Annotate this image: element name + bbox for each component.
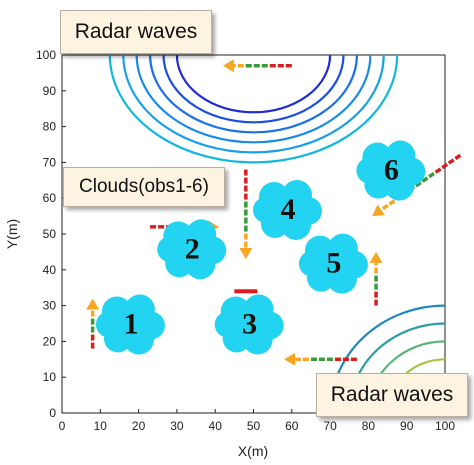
cloud-id-label: 4 xyxy=(280,193,295,226)
x-tick-label: 20 xyxy=(132,419,146,433)
radar-waves-label-top: Radar waves xyxy=(60,10,212,54)
y-tick-label: 80 xyxy=(43,120,57,134)
x-tick-label: 10 xyxy=(94,419,108,433)
x-tick-label: 60 xyxy=(285,419,299,433)
x-tick-label: 80 xyxy=(362,419,376,433)
x-tick-label: 30 xyxy=(170,419,184,433)
arrow-head xyxy=(86,298,100,310)
arrow-obs1-up xyxy=(86,298,100,349)
cloud-obstacle: 4 xyxy=(252,179,322,240)
arrow-dash xyxy=(447,158,455,165)
x-axis-title: X(m) xyxy=(238,443,268,459)
y-tick-label: 30 xyxy=(43,299,57,313)
y-tick-label: 10 xyxy=(43,370,57,384)
cloud-lobe xyxy=(110,303,151,344)
radar-waves-label-bottom: Radar waves xyxy=(316,373,468,417)
arrow-dash xyxy=(428,171,435,179)
y-axis-title: Y(m) xyxy=(4,219,20,249)
y-tick-label: 100 xyxy=(36,48,56,62)
cloud-obstacle: 6 xyxy=(356,140,426,201)
arrow-dash xyxy=(441,162,449,170)
cloud-id-label: 3 xyxy=(242,308,257,341)
radar-arc-top xyxy=(175,54,332,114)
radar-arc-top xyxy=(108,54,399,164)
arrow-head xyxy=(369,251,383,263)
y-tick-label: 0 xyxy=(49,406,56,420)
arrow-radar-bottom-left xyxy=(284,352,357,366)
arrow-dash xyxy=(454,153,462,161)
x-tick-label: 100 xyxy=(435,419,455,433)
cloud-id-label: 6 xyxy=(384,154,399,187)
radar-arc-top xyxy=(148,54,359,134)
arrow-dash xyxy=(388,199,396,206)
arrow-dash xyxy=(414,181,422,188)
cloud-lobe xyxy=(371,149,412,190)
arrow-head xyxy=(239,248,253,260)
radar-arc-top xyxy=(162,54,345,124)
y-tick-label: 90 xyxy=(43,84,57,98)
arrow-dash xyxy=(434,167,442,174)
cloud-lobe xyxy=(313,242,354,283)
cloud-lobe xyxy=(172,228,213,269)
plot-frame xyxy=(61,54,446,414)
cloud-obstacle: 2 xyxy=(157,219,227,280)
red-bar-marker xyxy=(234,289,258,294)
x-tick-label: 90 xyxy=(400,419,414,433)
axis-ticks: 0 10 20 30 40 50 60 70 80 90 100 0 10 20 30 40 50 60 70 80 9… xyxy=(36,48,455,433)
cloud-id-label: 5 xyxy=(326,247,341,280)
arrow-dash xyxy=(421,176,429,183)
x-tick-label: 0 xyxy=(59,419,66,433)
arrow-obs4-down xyxy=(239,169,253,260)
cloud-id-label: 2 xyxy=(185,232,200,265)
y-tick-label: 20 xyxy=(43,334,57,348)
cloud-lobe xyxy=(229,303,270,344)
cloud-lobe xyxy=(267,188,308,229)
y-tick-label: 40 xyxy=(43,263,57,277)
arrow-radar-top-left xyxy=(222,59,292,73)
arrow-head xyxy=(222,59,234,73)
arrow-obs5-up xyxy=(369,251,383,306)
y-tick-label: 60 xyxy=(43,191,57,205)
cloud-id-label: 1 xyxy=(123,308,138,341)
clouds-label: Clouds(obs1-6) xyxy=(63,167,225,207)
x-tick-label: 70 xyxy=(323,419,337,433)
x-tick-label: 40 xyxy=(209,419,223,433)
y-tick-label: 50 xyxy=(43,227,57,241)
radar-arc-top xyxy=(122,54,385,154)
y-tick-label: 70 xyxy=(43,155,57,169)
cloud-obstacle: 3 xyxy=(214,294,284,355)
cloud-obstacle: 1 xyxy=(95,294,165,355)
cloud-obstacles: 1 2 3 45 6 xyxy=(95,140,426,355)
x-tick-label: 50 xyxy=(247,419,261,433)
arrow-head xyxy=(372,204,385,217)
radar-arc-top xyxy=(135,54,372,144)
cloud-obstacle: 5 xyxy=(298,233,368,294)
arrow-head xyxy=(284,352,296,366)
arrow-dash xyxy=(381,203,389,211)
